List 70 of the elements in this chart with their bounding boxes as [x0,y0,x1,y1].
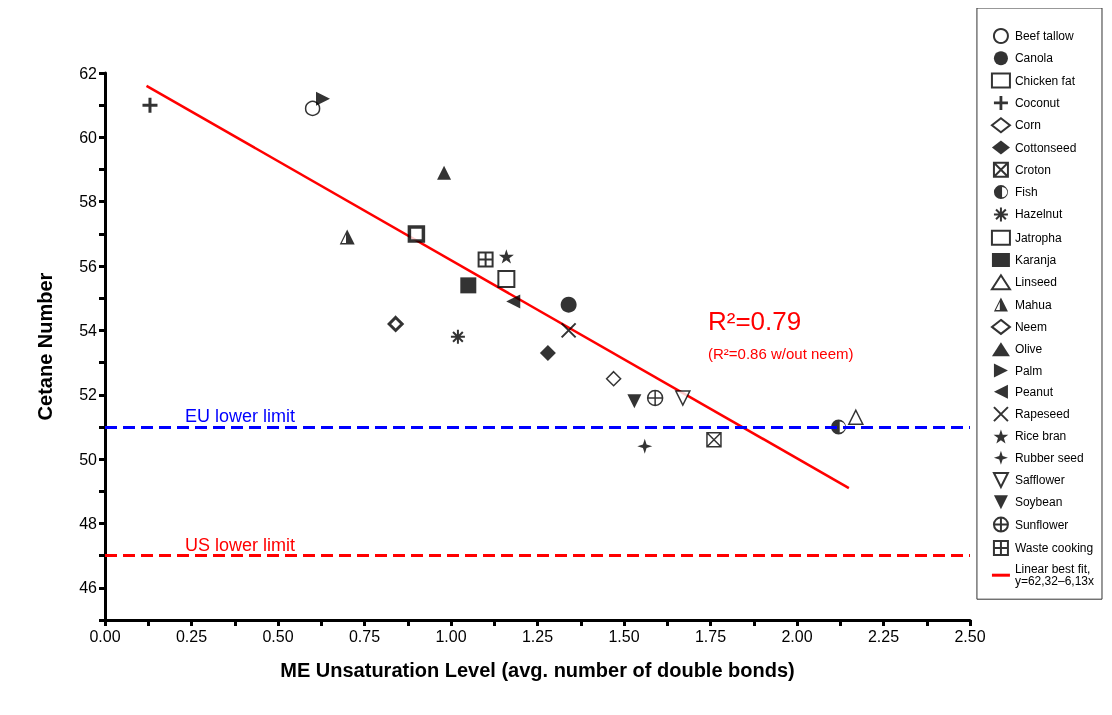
x-tick-label: 2.25 [867,627,900,645]
point [437,165,452,180]
legend-label: Peanut [1014,384,1054,399]
point [646,389,664,407]
legend-label: Canola [1014,51,1054,66]
legend-label: Coconut [1014,95,1061,110]
point [706,432,722,448]
point [539,344,556,361]
x-tick-label: 1.50 [608,627,640,645]
y-tick-label: 60 [79,128,98,146]
point [407,225,426,243]
annotation: R²=0.79 [707,306,802,336]
legend-label: Rubber seed [1014,450,1084,465]
legend-label: Neem [1014,319,1047,334]
legend-label: Soybean [1014,495,1063,510]
legend-label: Hazelnut [1014,207,1063,222]
legend-label: Linear best fit, y=62,32–6,13x [1014,562,1095,589]
point [387,315,404,332]
y-tick-label: 50 [79,450,98,468]
x-tick-label: 0.00 [89,627,121,645]
legend-label: Rapeseed [1014,407,1070,422]
legend-label: Chicken fat [1014,73,1076,88]
y-tick-label: 48 [79,514,98,532]
legend-label: Rice bran [1014,429,1067,444]
point [560,322,577,339]
point [339,229,355,245]
legend-label: Olive [1014,342,1043,357]
point [497,269,516,288]
x-tick-label: 1.75 [694,627,727,645]
point [506,294,521,309]
y-tick-label: 58 [79,193,98,211]
point [627,394,642,409]
point [449,328,466,345]
legend-label: Palm [1014,363,1043,378]
point [142,97,158,113]
x-tick-label: 1.00 [435,627,467,645]
annotation: (R²=0.86 w/out neem) [708,345,854,362]
x-tick-label: 1.25 [521,627,554,645]
x-tick-label: 0.25 [175,627,208,645]
y-tick-label: 46 [79,579,98,597]
y-tick-label: 52 [79,386,98,404]
legend-label: Croton [1014,162,1051,177]
legend-label: Karanja [1014,253,1057,267]
legend-label: Jatropha [1014,230,1062,245]
legend-label: Corn [1014,118,1041,133]
ref-line-label: US lower limit [185,534,296,555]
y-tick-label: 56 [79,257,98,275]
legend-label: Linseed [1014,275,1057,290]
legend-label: Safflower [1014,473,1065,487]
x-tick-label: 0.75 [348,627,381,645]
point [460,277,477,294]
y-tick-label: 54 [79,321,98,339]
point [315,91,330,106]
legend-label: Waste cooking [1014,540,1094,555]
legend-label: Sunflower [1014,517,1069,532]
legend-label: Cottonseed [1014,140,1077,155]
legend-label: Beef tallow [1014,29,1074,43]
legend-label: Fish [1014,185,1038,200]
x-axis-title: ME Unsaturation Level (avg. number of double bonds) [280,659,795,681]
point [637,438,653,454]
x-tick-label: 2.00 [781,627,813,645]
x-tick-label: 2.50 [954,627,986,645]
ref-line-label: EU lower limit [185,405,296,426]
legend-label: Mahua [1014,297,1052,312]
y-axis-title: Cetane Number [34,272,56,421]
point [498,249,514,264]
point [560,296,577,313]
point [477,251,494,268]
y-tick-label: 62 [79,64,98,82]
x-tick-label: 0.50 [262,627,294,645]
